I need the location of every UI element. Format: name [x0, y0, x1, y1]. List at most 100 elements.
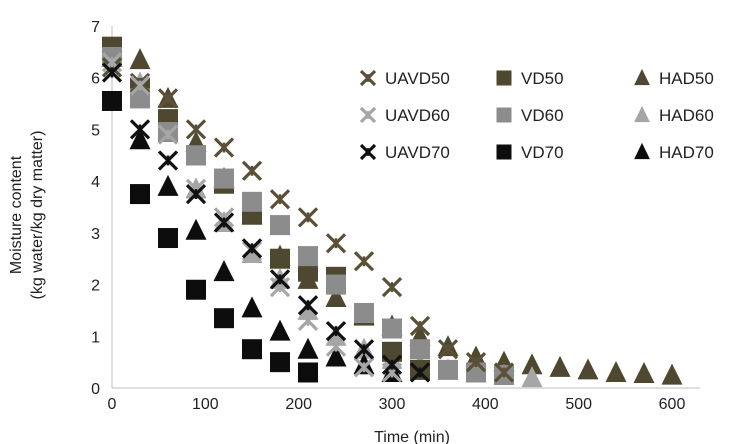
legend-marker [634, 105, 650, 123]
data-point [521, 366, 543, 388]
data-point [130, 88, 150, 109]
data-point [242, 191, 262, 212]
legend-item-uavd50: UAVD50 [359, 69, 450, 88]
data-point [353, 339, 375, 360]
data-point [269, 269, 291, 290]
legend-label: VD70 [521, 143, 564, 162]
legend-label: VD50 [521, 69, 564, 88]
data-point [185, 218, 207, 240]
y-tick-label: 2 [91, 278, 100, 295]
data-point [101, 62, 123, 83]
data-point [269, 189, 291, 210]
data-point [326, 274, 346, 295]
data-point [129, 48, 151, 70]
data-point [186, 279, 206, 300]
data-point [269, 319, 291, 341]
data-point [353, 357, 375, 378]
data-point [214, 308, 234, 329]
data-point [325, 233, 347, 254]
series-uavd70 [101, 62, 431, 383]
data-point [409, 362, 431, 383]
data-point [465, 352, 487, 373]
data-point [157, 150, 179, 171]
series-vd50 [102, 36, 430, 380]
legend-marker [496, 107, 512, 123]
data-point [270, 352, 290, 373]
legend-item-uavd70: UAVD70 [359, 143, 450, 162]
data-point [157, 174, 179, 196]
legend-marker [359, 106, 377, 124]
legend-item-had50: HAD50 [634, 68, 714, 88]
legend-marker [634, 142, 650, 160]
data-point [297, 295, 319, 316]
data-point [438, 359, 458, 380]
legend-item-had60: HAD60 [634, 105, 714, 125]
data-point [661, 363, 683, 385]
data-point [521, 353, 543, 375]
legend-label: HAD50 [659, 69, 714, 88]
legend-item-had70: HAD70 [634, 142, 714, 162]
data-point [241, 296, 263, 318]
data-point [185, 119, 207, 140]
series-uavd60 [101, 52, 403, 383]
data-point [633, 362, 655, 384]
legend-label: VD60 [521, 106, 564, 125]
data-point [129, 128, 151, 150]
legend-label: HAD70 [659, 143, 714, 162]
y-tick-label: 5 [91, 122, 100, 139]
data-point [130, 184, 150, 205]
legend-item-uavd60: UAVD60 [359, 106, 450, 125]
data-point [186, 145, 206, 166]
legend-marker [496, 144, 512, 160]
data-point [297, 310, 319, 331]
y-tick-label: 1 [91, 329, 100, 346]
data-point [465, 345, 487, 367]
legend-item-vd60: VD60 [496, 106, 564, 125]
y-tick-label: 7 [91, 19, 100, 36]
data-point [325, 286, 347, 307]
x-tick-label: 300 [379, 396, 406, 413]
x-tick-label: 500 [565, 396, 592, 413]
x-tick-label: 100 [192, 396, 219, 413]
legend-item-vd70: VD70 [496, 143, 564, 162]
x-tick-label: 600 [659, 396, 686, 413]
data-point [213, 260, 235, 282]
data-point [157, 88, 179, 109]
data-point [241, 160, 263, 181]
data-point [270, 248, 290, 269]
x-tick-label: 400 [472, 396, 499, 413]
data-point [129, 75, 151, 96]
data-point [325, 345, 347, 367]
data-point [410, 339, 430, 360]
data-point [382, 341, 402, 362]
y-tick-label: 6 [91, 71, 100, 88]
data-point [493, 362, 515, 383]
data-point [325, 320, 347, 342]
data-point [353, 251, 375, 272]
legend: UAVD50 UAVD60 UAVD70 VD50 VD60 VD70 HAD50 HAD60… [359, 68, 714, 162]
data-point [297, 207, 319, 228]
legend-label: HAD60 [659, 106, 714, 125]
data-point [298, 362, 318, 383]
data-point [577, 358, 599, 380]
data-point [185, 183, 207, 205]
data-point [381, 354, 403, 375]
legend-label: UAVD50 [385, 69, 450, 88]
y-tick-label: 0 [91, 381, 100, 398]
series-vd60 [102, 47, 514, 386]
data-point [297, 337, 319, 359]
data-point [354, 303, 374, 324]
data-point [157, 124, 179, 145]
legend-marker [634, 68, 650, 86]
legend-label: UAVD60 [385, 106, 450, 125]
legend-item-vd50: VD50 [496, 69, 564, 88]
data-point [298, 261, 318, 282]
y-tick-label: 4 [91, 174, 100, 191]
axes: 0 100 200 300 400 500 600 0 1 2 3 4 5 6 7 [91, 19, 700, 413]
data-point [298, 246, 318, 267]
data-point [213, 137, 235, 158]
data-point [242, 339, 262, 360]
legend-marker [496, 70, 512, 86]
data-point [605, 360, 627, 382]
